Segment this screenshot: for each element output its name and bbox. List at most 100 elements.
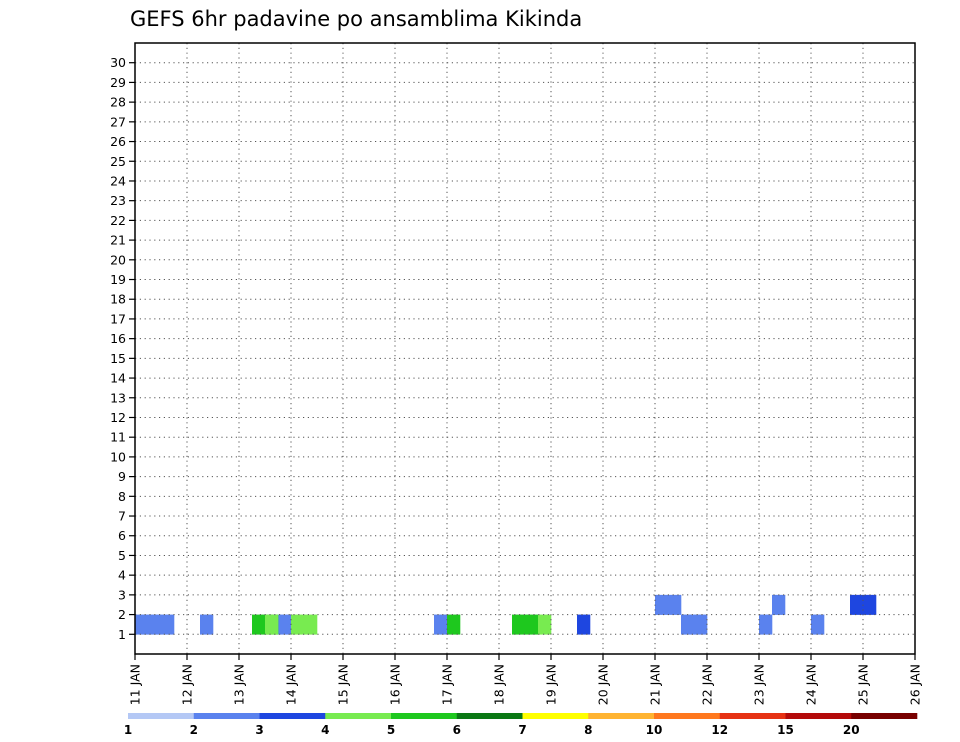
x-tick-label: 11 JAN (128, 664, 143, 705)
precip-cell (434, 614, 448, 635)
precip-cell (668, 594, 682, 615)
colorbar-label: 12 (711, 723, 728, 737)
colorbar-segment (193, 713, 260, 719)
precip-cell (291, 614, 305, 635)
x-axis-ticks: 11 JAN 12 JAN 13 JAN 14 JAN 15 JAN 16 JAN 17 J… (128, 654, 923, 705)
y-tick-label: 13 (110, 390, 126, 405)
colorbar-segment (522, 713, 589, 719)
heatmap-cells (135, 594, 877, 635)
precip-cell (135, 614, 149, 635)
precip-cell (525, 614, 539, 635)
y-tick-label: 25 (110, 154, 126, 169)
y-tick-label: 18 (110, 292, 126, 307)
colorbar-segment (785, 713, 852, 719)
y-tick-label: 6 (118, 528, 126, 543)
y-tick-label: 22 (110, 213, 126, 228)
colorbar-segment (654, 713, 721, 719)
x-tick-label: 14 JAN (284, 664, 299, 705)
precip-cell (577, 614, 591, 635)
y-tick-label: 23 (110, 193, 126, 208)
x-tick-label: 18 JAN (492, 664, 507, 705)
y-tick-label: 29 (110, 75, 126, 90)
colorbar-segment (851, 713, 918, 719)
precip-cell (447, 614, 461, 635)
x-tick-label: 12 JAN (180, 664, 195, 705)
precip-cell (772, 594, 786, 615)
colorbar-label: 8 (584, 723, 592, 737)
x-tick-label: 25 JAN (856, 664, 871, 705)
precip-cell (148, 614, 162, 635)
precip-cell (538, 614, 552, 635)
colorbar-segment (456, 713, 523, 719)
x-tick-label: 20 JAN (596, 664, 611, 705)
precip-cell (655, 594, 669, 615)
y-tick-label: 4 (118, 568, 126, 583)
x-tick-label: 23 JAN (752, 664, 767, 705)
colorbar-label: 2 (190, 723, 198, 737)
x-tick-label: 16 JAN (388, 664, 403, 705)
y-tick-label: 27 (110, 114, 126, 129)
colorbar-legend: 1 2 3 4 5 6 7 8 10 12 15 20 (124, 713, 918, 737)
y-tick-label: 30 (110, 55, 126, 70)
grid-lines (135, 43, 915, 654)
x-tick-label: 17 JAN (440, 664, 455, 705)
x-tick-label: 13 JAN (232, 664, 247, 705)
y-tick-label: 15 (110, 351, 126, 366)
y-tick-label: 5 (118, 548, 126, 563)
y-tick-label: 14 (110, 371, 126, 386)
precip-cell (265, 614, 279, 635)
y-tick-label: 12 (110, 410, 126, 425)
colorbar-label: 10 (646, 723, 663, 737)
y-tick-label: 28 (110, 95, 126, 110)
precip-cell (863, 594, 877, 615)
y-tick-label: 9 (118, 469, 126, 484)
precip-cell (512, 614, 526, 635)
colorbar-label: 6 (453, 723, 461, 737)
y-axis-ticks: 1234567891011121314151617181920212223242… (110, 55, 135, 642)
precip-cell (850, 594, 864, 615)
colorbar-label: 15 (777, 723, 794, 737)
colorbar-segment (325, 713, 392, 719)
colorbar-segment (588, 713, 655, 719)
precip-cell (759, 614, 773, 635)
colorbar-label: 3 (255, 723, 263, 737)
y-tick-label: 7 (118, 509, 126, 524)
colorbar-label: 5 (387, 723, 395, 737)
colorbar-segment (391, 713, 458, 719)
y-tick-label: 2 (118, 607, 126, 622)
precip-cell (161, 614, 175, 635)
precip-cell (681, 614, 695, 635)
precip-cell (811, 614, 825, 635)
precip-cell (304, 614, 318, 635)
chart-title: GEFS 6hr padavine po ansamblima Kikinda (130, 7, 582, 31)
plot-frame (134, 42, 916, 655)
y-tick-label: 11 (110, 430, 126, 445)
y-tick-label: 8 (118, 489, 126, 504)
y-tick-label: 26 (110, 134, 126, 149)
y-tick-label: 16 (110, 331, 126, 346)
x-tick-label: 22 JAN (700, 664, 715, 705)
colorbar-label: 4 (321, 723, 329, 737)
x-tick-label: 19 JAN (544, 664, 559, 705)
y-tick-label: 24 (110, 173, 126, 188)
x-tick-label: 21 JAN (648, 664, 663, 705)
x-tick-label: 15 JAN (336, 664, 351, 705)
colorbar-segment (719, 713, 786, 719)
y-tick-label: 20 (110, 252, 126, 267)
colorbar-label: 7 (518, 723, 526, 737)
y-tick-label: 10 (110, 449, 126, 464)
x-tick-label: 24 JAN (804, 664, 819, 705)
colorbar-segment (259, 713, 326, 719)
y-tick-label: 1 (118, 627, 126, 642)
x-tick-label: 26 JAN (908, 664, 923, 705)
colorbar-label: 20 (843, 723, 860, 737)
precip-cell (252, 614, 266, 635)
precip-cell (200, 614, 214, 635)
precip-cell (694, 614, 708, 635)
colorbar-segment (128, 713, 195, 719)
y-tick-label: 17 (110, 311, 126, 326)
y-tick-label: 19 (110, 272, 126, 287)
precip-cell (278, 614, 292, 635)
y-tick-label: 21 (110, 233, 126, 248)
